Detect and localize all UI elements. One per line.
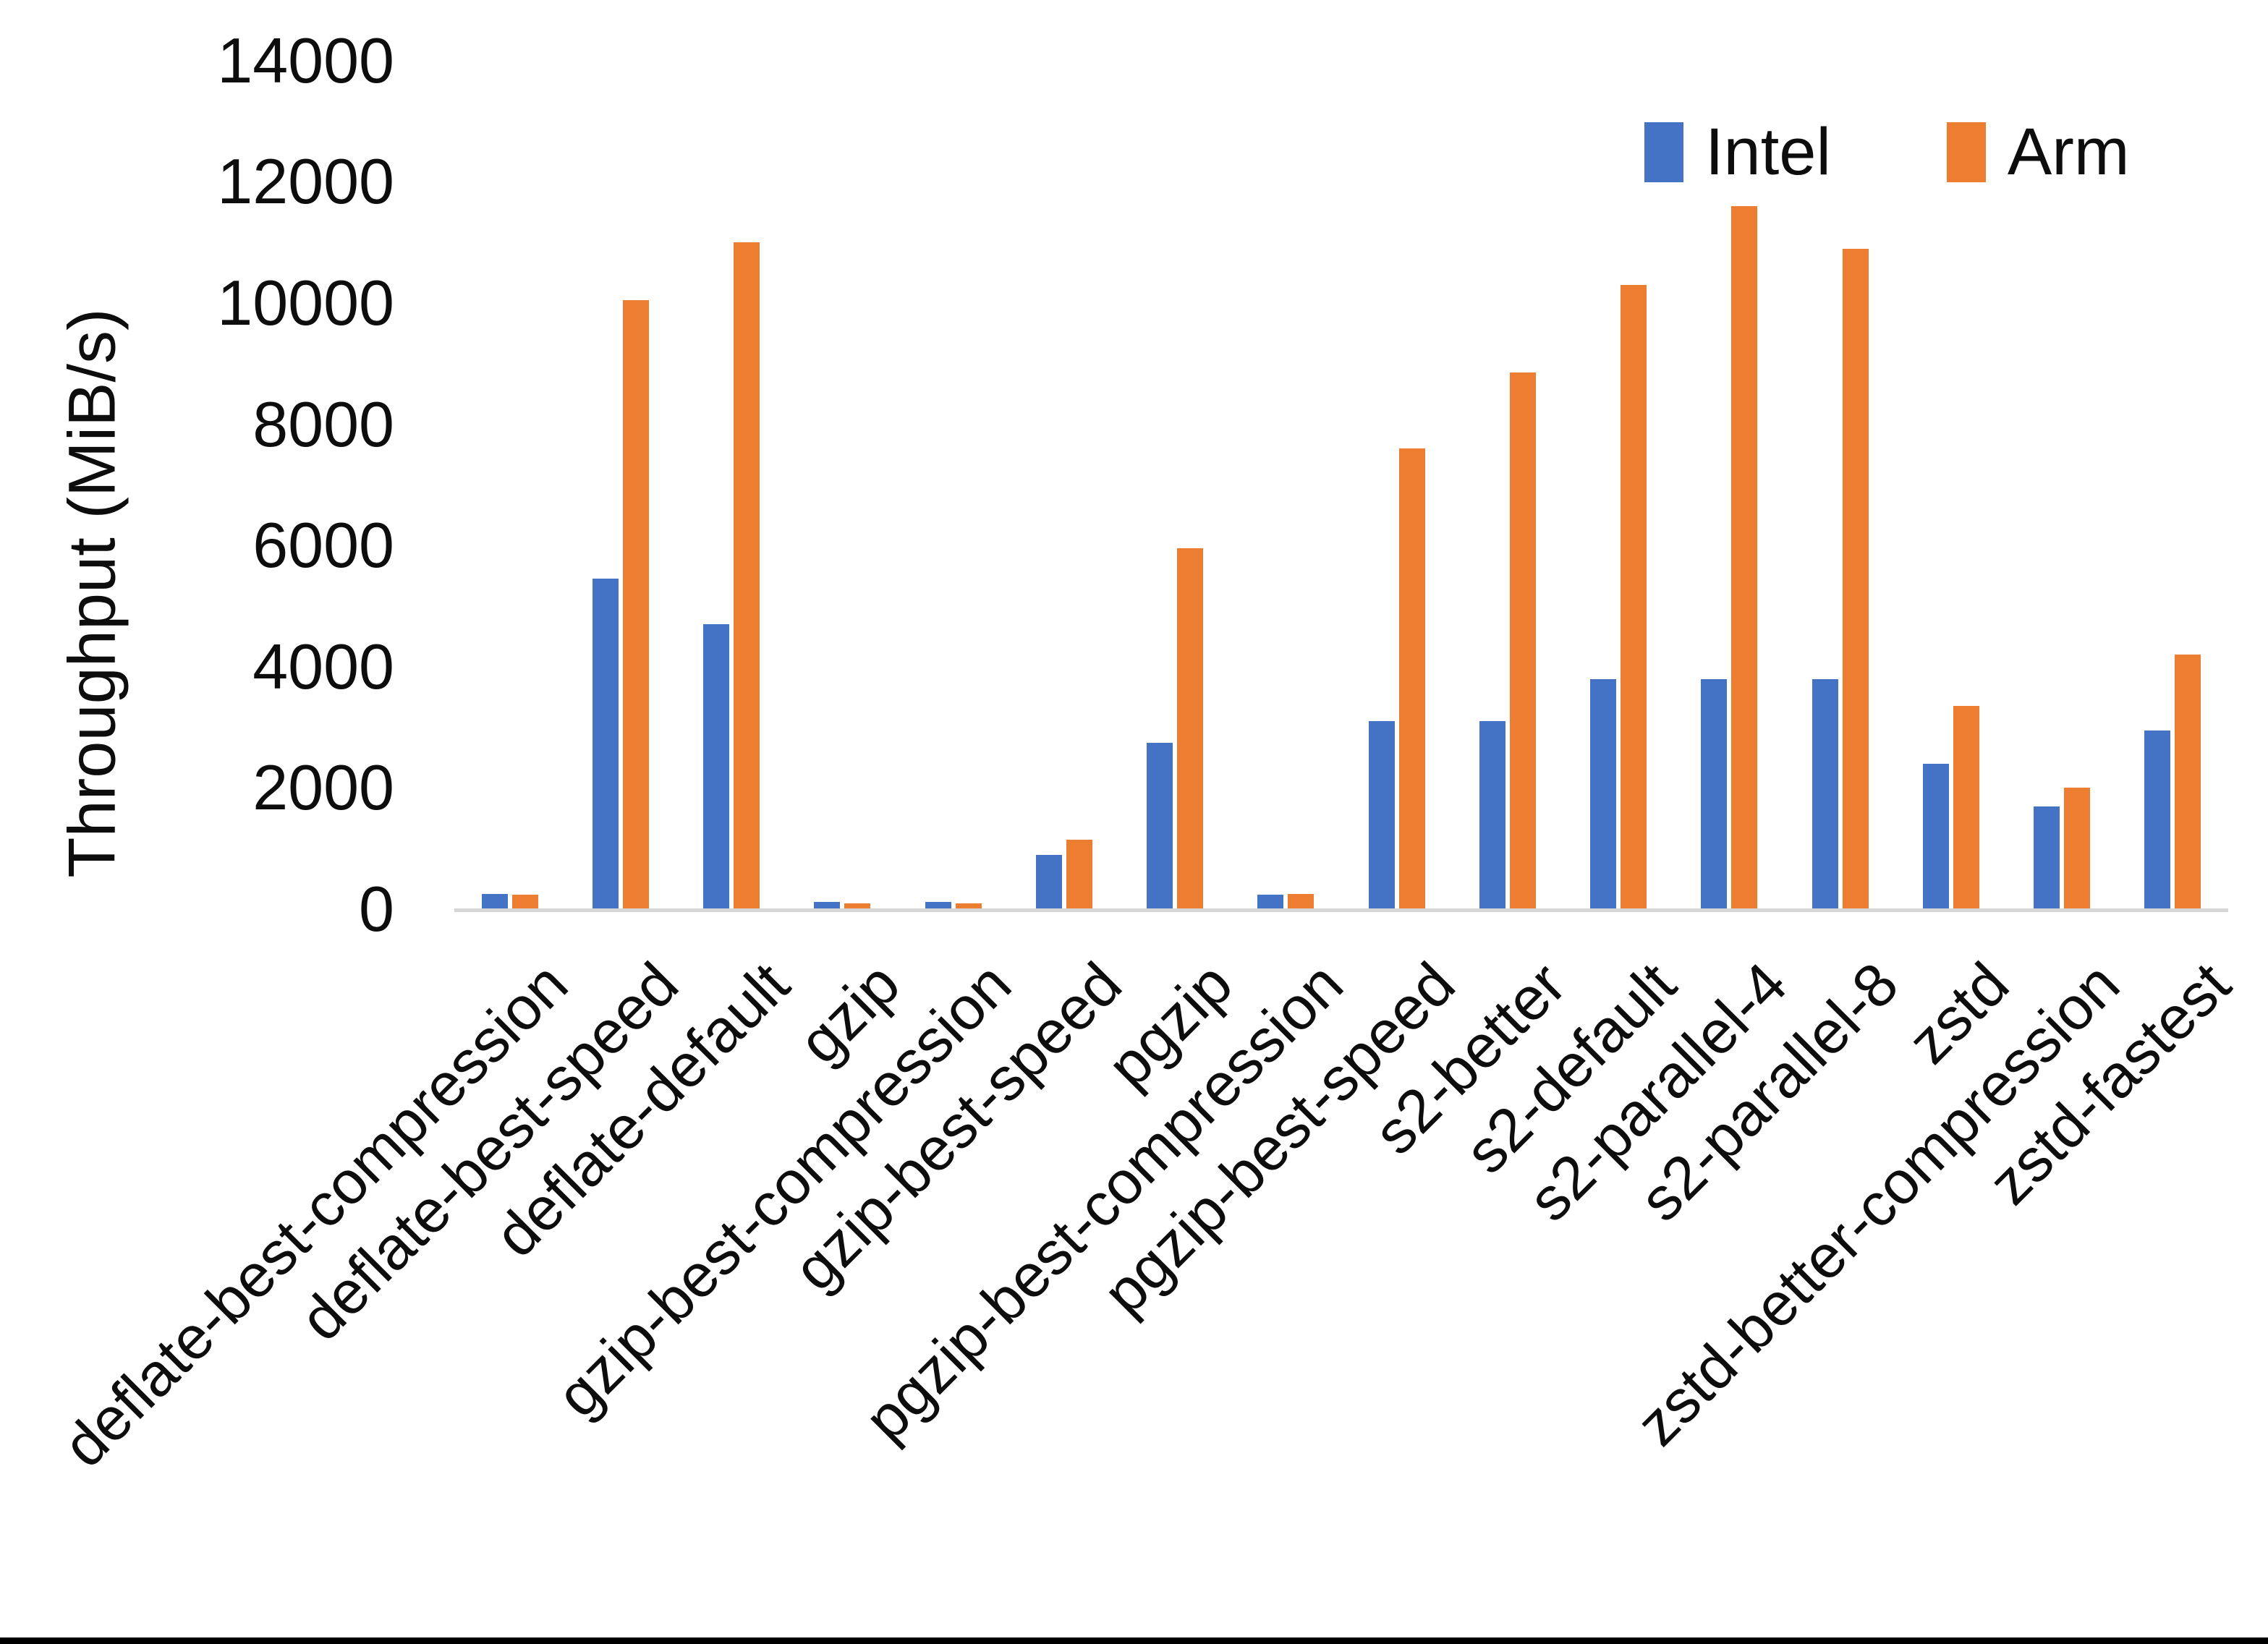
bar-intel-gzip — [814, 902, 840, 909]
bar-arm-deflate-default — [734, 242, 760, 909]
y-tick-label-6000: 6000 — [252, 509, 394, 581]
bar-arm-s2-default — [1621, 285, 1647, 909]
bar-intel-gzip-best-compression — [925, 902, 951, 909]
legend-label-arm: Arm — [2007, 115, 2130, 189]
bar-arm-zstd — [1953, 706, 1979, 909]
bar-arm-deflate-best-speed — [623, 300, 649, 909]
legend-label-intel: Intel — [1705, 115, 1831, 189]
bar-intel-s2-parallel-4 — [1701, 679, 1727, 909]
bar-arm-pgzip-best-speed — [1399, 448, 1425, 909]
y-tick-label-0: 0 — [359, 873, 394, 945]
y-tick-label-8000: 8000 — [252, 388, 394, 460]
bar-arm-pgzip — [1177, 548, 1203, 909]
bar-intel-zstd-better-compression — [2034, 806, 2060, 909]
legend-item-intel: Intel — [1644, 114, 1831, 190]
bar-intel-s2-default — [1590, 679, 1616, 909]
legend-swatch-arm — [1946, 122, 1986, 182]
legend-item-arm: Arm — [1946, 114, 2130, 190]
y-tick-label-12000: 12000 — [217, 145, 394, 217]
bar-arm-s2-parallel-4 — [1731, 206, 1757, 909]
bar-intel-zstd-fastest — [2144, 731, 2170, 909]
bar-intel-gzip-best-speed — [1036, 855, 1062, 909]
bar-arm-s2-better — [1510, 372, 1536, 909]
bar-arm-pgzip-best-compression — [1288, 894, 1314, 909]
bar-arm-gzip — [844, 903, 870, 909]
bar-intel-pgzip-best-compression — [1257, 895, 1283, 909]
bar-intel-deflate-default — [703, 624, 729, 909]
y-tick-label-14000: 14000 — [217, 25, 394, 96]
legend: Intel Arm — [1644, 114, 2130, 190]
bar-intel-zstd — [1923, 764, 1949, 909]
y-tick-label-4000: 4000 — [252, 631, 394, 702]
bar-arm-deflate-best-compression — [512, 895, 538, 909]
bar-intel-deflate-best-speed — [593, 579, 619, 909]
bar-arm-zstd-better-compression — [2064, 788, 2090, 909]
bar-intel-deflate-best-compression — [482, 894, 508, 909]
legend-swatch-intel — [1644, 122, 1683, 182]
bar-intel-pgzip — [1147, 743, 1173, 909]
bar-intel-s2-parallel-8 — [1812, 679, 1838, 909]
bar-arm-zstd-fastest — [2175, 655, 2201, 909]
bar-intel-s2-better — [1479, 721, 1505, 909]
bar-arm-s2-parallel-8 — [1843, 249, 1869, 909]
x-axis-line — [454, 908, 2228, 912]
bar-arm-gzip-best-compression — [956, 903, 982, 909]
bottom-border — [0, 1637, 2268, 1644]
y-tick-label-2000: 2000 — [252, 751, 394, 823]
y-tick-label-10000: 10000 — [217, 267, 394, 338]
bar-intel-pgzip-best-speed — [1369, 721, 1395, 909]
bar-arm-gzip-best-speed — [1066, 840, 1092, 909]
